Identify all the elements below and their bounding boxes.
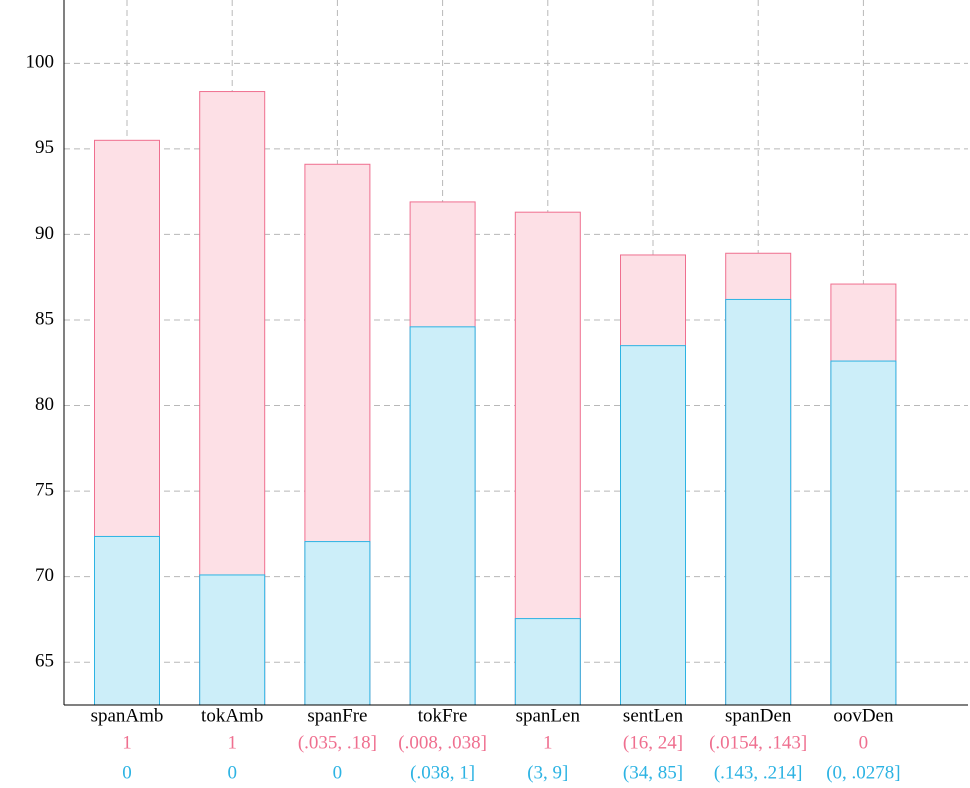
bucket-label: 0 <box>859 732 869 753</box>
x-tick-label: spanAmb <box>91 705 164 726</box>
bucket-label: 0 <box>227 762 237 783</box>
bucket-label: 0 <box>122 762 132 783</box>
bar <box>620 345 686 706</box>
y-tick-label: 100 <box>26 52 55 73</box>
y-tick-label: 75 <box>35 479 54 500</box>
y-tick-label: 85 <box>35 308 54 329</box>
bucket-label: (0, .0278] <box>826 762 900 783</box>
x-tick-label: spanLen <box>516 705 581 726</box>
bucket-label: (.038, 1] <box>410 762 475 783</box>
x-tick-label: spanDen <box>725 705 792 726</box>
bar <box>94 535 160 706</box>
bucket-label: 1 <box>227 732 237 753</box>
bucket-label: (16, 24] <box>623 732 683 753</box>
bar <box>725 298 792 706</box>
bucket-label: (3, 9] <box>527 762 568 783</box>
y-tick-label: 95 <box>35 137 54 158</box>
y-tick-label: 70 <box>35 565 54 586</box>
bucket-label: 1 <box>122 732 132 753</box>
bar <box>514 618 581 706</box>
x-tick-label: sentLen <box>623 705 684 726</box>
y-tick-label: 80 <box>35 394 54 415</box>
bucket-label: (.0154, .143] <box>709 732 807 753</box>
bar <box>199 574 266 706</box>
bucket-label: (.143, .214] <box>714 762 803 783</box>
x-tick-label: oovDen <box>833 705 894 726</box>
bucket-label: (.008, .038] <box>398 732 487 753</box>
y-tick-label: 90 <box>35 223 54 244</box>
bucket-label: 0 <box>333 762 343 783</box>
bar <box>409 326 476 706</box>
y-tick-label: 65 <box>35 651 54 672</box>
bucket-label: (.035, .18] <box>298 732 377 753</box>
bucket-label: (34, 85] <box>623 762 683 783</box>
x-tick-label: tokFre <box>418 705 468 726</box>
bar <box>830 360 897 706</box>
bucket-label: 1 <box>543 732 553 753</box>
x-tick-label: tokAmb <box>201 705 263 726</box>
bar <box>304 541 371 706</box>
x-tick-label: spanFre <box>307 705 367 726</box>
